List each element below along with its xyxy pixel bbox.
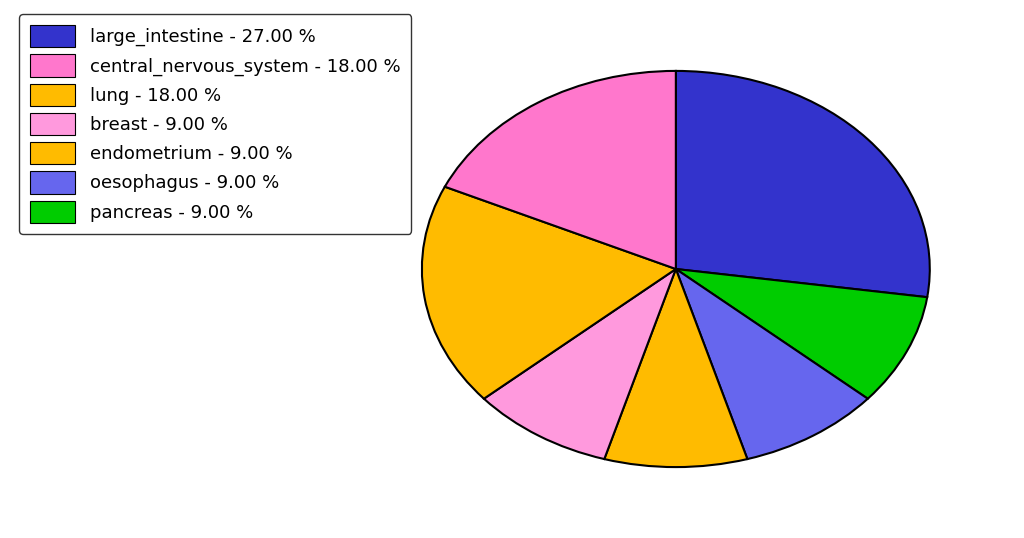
Wedge shape [676, 269, 867, 459]
Wedge shape [444, 71, 676, 269]
Legend: large_intestine - 27.00 %, central_nervous_system - 18.00 %, lung - 18.00 %, bre: large_intestine - 27.00 %, central_nervo… [19, 15, 412, 233]
Wedge shape [676, 71, 930, 297]
Wedge shape [676, 269, 927, 399]
Wedge shape [484, 269, 676, 459]
Wedge shape [604, 269, 748, 467]
Wedge shape [422, 187, 676, 399]
